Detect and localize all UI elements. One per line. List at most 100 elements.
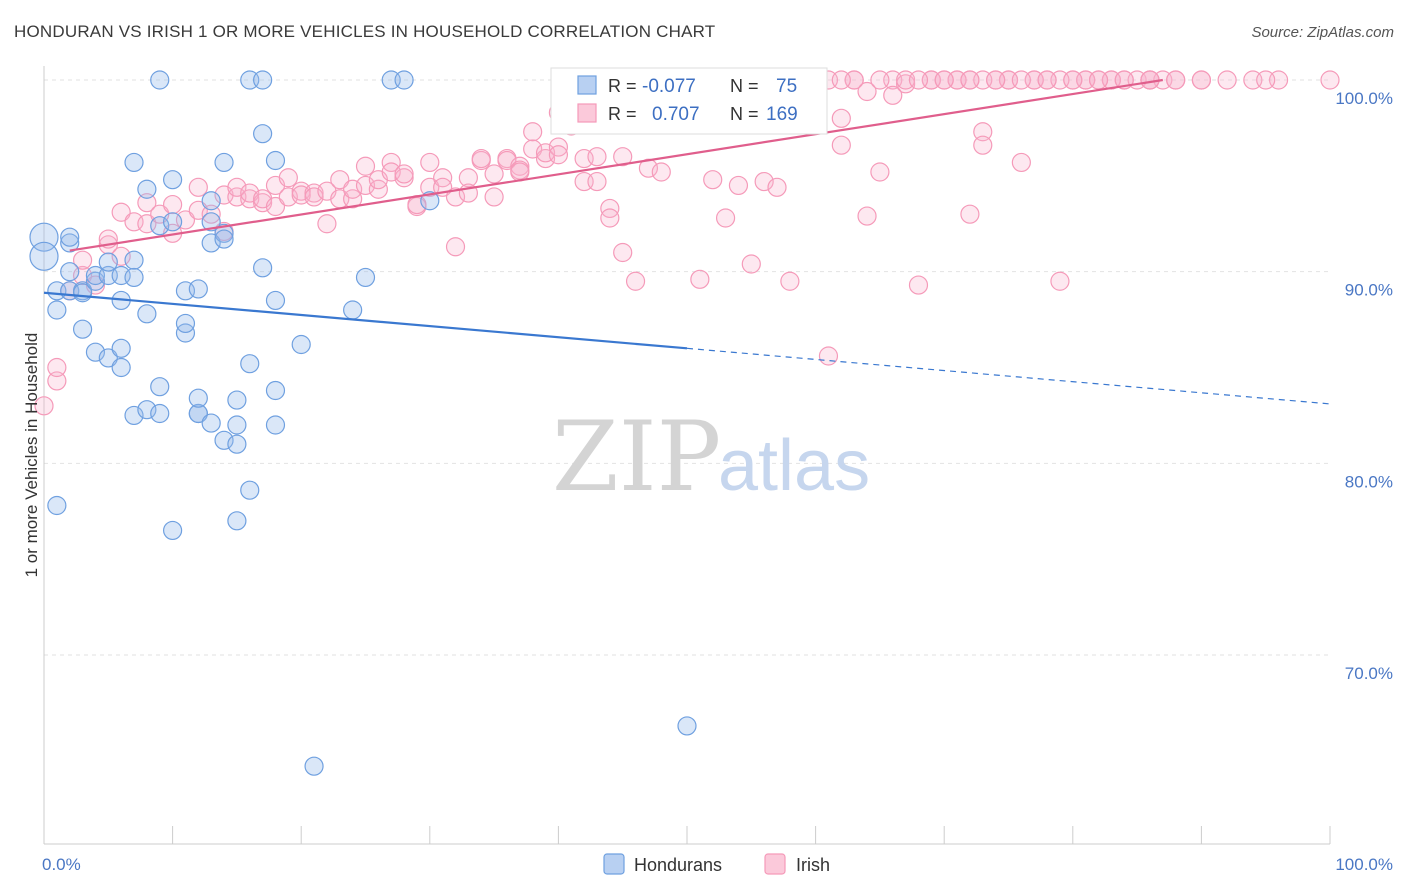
- irish-point-135: [1217, 70, 1237, 90]
- honduran-point-55: [240, 480, 260, 500]
- irish-point-124: [1050, 271, 1070, 291]
- irish-point-93: [690, 269, 710, 289]
- honduran-point-48: [214, 223, 234, 243]
- legend-n-value-hondurans: 75: [776, 76, 797, 97]
- honduran-trend-line: [43, 291, 688, 350]
- honduran-point-70: [394, 70, 414, 90]
- irish-point-62: [471, 148, 491, 169]
- irish-point-100: [780, 271, 800, 291]
- honduran-point-28: [137, 304, 157, 324]
- honduran-point-50: [214, 229, 234, 249]
- irish-point-81: [587, 147, 607, 167]
- irish-point-156: [1166, 70, 1186, 90]
- irish-point-84: [600, 208, 620, 228]
- honduran-point-37: [175, 313, 196, 334]
- irish-point-99: [767, 177, 787, 197]
- legend-n-value-irish: 169: [766, 104, 798, 125]
- honduran-point-18: [111, 338, 131, 358]
- irish-point-10: [111, 202, 131, 222]
- irish-point-145: [870, 70, 890, 90]
- irish-point-74: [548, 137, 569, 157]
- legend-box: [550, 67, 828, 135]
- honduran-point-15: [98, 348, 118, 368]
- irish-point-20: [201, 204, 221, 224]
- irish-point-59: [458, 168, 478, 188]
- irish-point-163: [883, 85, 903, 105]
- irish-point-107: [857, 206, 877, 226]
- irish-point-5: [72, 250, 93, 270]
- honduran-point-49: [214, 430, 234, 450]
- irish-point-19: [188, 177, 208, 197]
- irish-point-115: [960, 204, 980, 224]
- legend-r-label-hondurans: R =: [608, 76, 637, 96]
- honduran-point-53: [227, 434, 247, 454]
- honduran-trend-line-extension: [686, 347, 1331, 405]
- irish-point-89: [651, 162, 671, 182]
- honduran-point-62: [265, 380, 286, 401]
- honduran-point-44: [201, 191, 221, 211]
- source-label: Source: ZipAtlas.com: [1251, 24, 1394, 41]
- honduran-point-34: [163, 520, 183, 541]
- irish-point-13: [137, 193, 157, 213]
- irish-point-70: [523, 139, 543, 159]
- bottom-legend-swatch-hondurans: [603, 853, 625, 875]
- honduran-point-47: [214, 152, 234, 173]
- y-tick-label-0: 70.0%: [1345, 664, 1393, 683]
- bottom-legend-swatch-irish: [764, 853, 786, 875]
- irish-point-138: [1320, 70, 1340, 90]
- trend-lines: [43, 78, 1331, 405]
- irish-trend-line: [69, 78, 1163, 252]
- irish-point-158: [1256, 70, 1276, 90]
- honduran-point-24: [124, 267, 144, 288]
- honduran-point-23: [124, 152, 144, 173]
- legend-swatch-hondurans: [577, 75, 597, 95]
- honduran-point-6: [60, 227, 80, 247]
- x-tick-label-0: 0.0%: [42, 855, 81, 874]
- irish-point-165: [934, 70, 954, 90]
- legend-r-value-hondurans: -0.077: [642, 76, 696, 97]
- honduran-point-66: [304, 756, 324, 776]
- irish-point-1: [47, 371, 67, 391]
- honduran-point-32: [150, 70, 170, 90]
- irish-point-96: [728, 175, 749, 196]
- honduran-point-59: [253, 258, 273, 278]
- irish-point-75: [548, 145, 569, 165]
- irish-point-121: [1011, 152, 1031, 173]
- irish-point-171: [1088, 70, 1109, 90]
- honduran-point-64: [265, 290, 286, 311]
- honduran-point-27: [137, 179, 157, 199]
- irish-point-43: [355, 156, 376, 176]
- irish-point-38: [317, 214, 337, 234]
- irish-point-170: [1063, 70, 1083, 90]
- irish-point-164: [908, 70, 929, 90]
- irish-point-117: [973, 122, 993, 142]
- honduran-point-58: [253, 124, 273, 144]
- honduran-point-71: [420, 191, 440, 211]
- irish-point-50: [394, 164, 414, 184]
- irish-point-64: [484, 187, 504, 207]
- irish-point-161: [831, 108, 851, 128]
- honduran-point-19: [111, 357, 131, 378]
- grid-lines: [44, 79, 1330, 656]
- honduran-point-7: [60, 262, 80, 282]
- honduran-point-43: [201, 212, 221, 232]
- honduran-point-22: [124, 250, 144, 270]
- honduran-point-45: [201, 413, 221, 433]
- irish-point-63: [484, 164, 504, 184]
- irish-point-97: [741, 254, 761, 274]
- irish-point-167: [986, 70, 1006, 90]
- honduran-point-56: [240, 354, 260, 374]
- honduran-point-17: [98, 252, 118, 272]
- honduran-point-65: [291, 334, 311, 355]
- irish-point-108: [870, 162, 890, 182]
- irish-point-86: [613, 242, 633, 263]
- legend-r-label-irish: R =: [608, 104, 637, 124]
- irish-point-162: [857, 81, 877, 102]
- irish-point-103: [818, 346, 839, 366]
- irish-point-87: [625, 271, 646, 291]
- legend-swatch-irish: [577, 103, 597, 123]
- irish-point-168: [1011, 70, 1031, 90]
- irish-point-166: [960, 70, 980, 90]
- irish-point-2: [47, 357, 67, 378]
